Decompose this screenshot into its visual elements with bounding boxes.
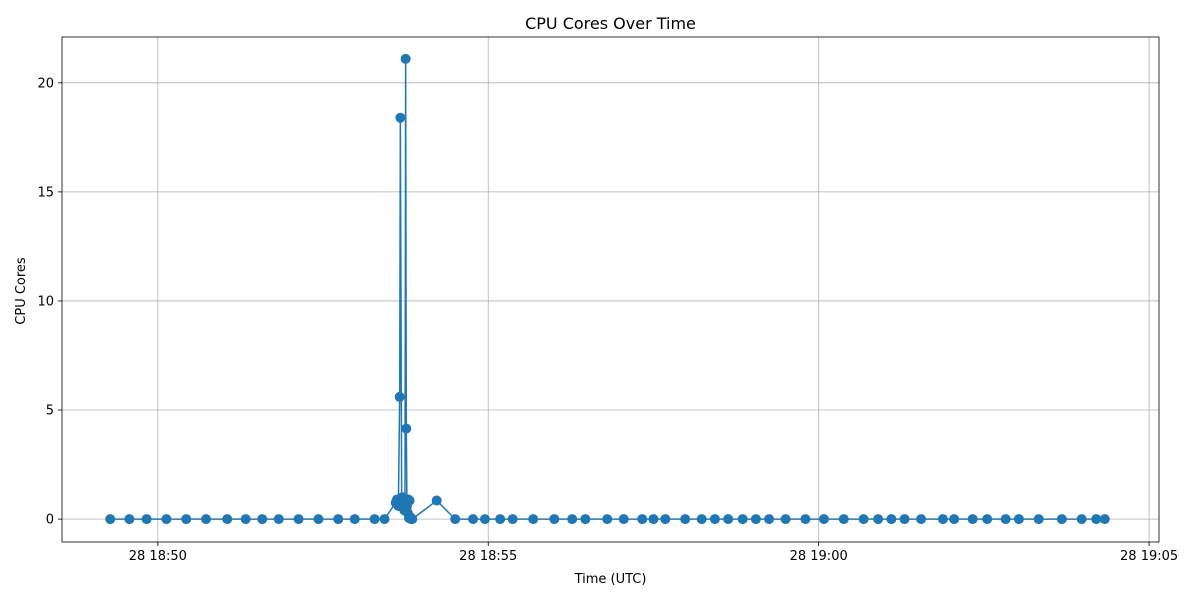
data-point [507,514,518,525]
data-point [1099,514,1110,525]
x-tick-label: 28 19:05 [1120,549,1178,564]
data-point [161,514,172,525]
data-series [105,53,1110,525]
data-point [394,391,405,402]
data-point [313,514,324,525]
data-point [495,514,506,525]
grid-lines [62,37,1159,542]
data-point [737,514,748,525]
data-point [395,112,406,123]
y-tick-label: 15 [37,185,54,200]
data-point [818,514,829,525]
data-point [967,514,978,525]
data-point [404,495,415,506]
data-point [1013,514,1024,525]
data-point [468,514,479,525]
data-point [528,514,539,525]
data-point [937,514,948,525]
data-point [400,53,411,64]
data-point [602,514,613,525]
data-point [407,514,418,525]
data-point [273,514,284,525]
data-point [723,514,734,525]
data-point [580,514,591,525]
data-point [648,514,659,525]
data-point [240,514,251,525]
data-point [873,514,884,525]
data-point [949,514,960,525]
data-point [800,514,811,525]
data-point [858,514,869,525]
x-axis-label: Time (UTC) [574,572,647,587]
y-axis-ticks: 0 5 10 15 20 [37,76,62,528]
data-point [293,514,304,525]
data-point [479,514,490,525]
data-point [379,514,390,525]
data-point [637,514,648,525]
data-point [201,514,212,525]
y-tick-label: 0 [46,513,54,528]
data-point [680,514,691,525]
data-point [222,514,233,525]
data-point [105,514,116,525]
data-point [696,514,707,525]
data-point [764,514,775,525]
x-axis-ticks: 28 18:50 28 18:55 28 19:00 28 19:05 [129,542,1178,564]
data-point [1033,514,1044,525]
data-point [349,514,360,525]
x-tick-label: 28 19:00 [790,549,848,564]
chart-title: CPU Cores Over Time [525,14,696,33]
data-point [618,514,629,525]
y-tick-label: 10 [37,294,54,309]
x-tick-label: 28 18:55 [459,549,517,564]
data-point [450,514,461,525]
plot-frame [61,36,1160,543]
data-point [982,514,993,525]
data-point [1076,514,1087,525]
data-point [709,514,720,525]
data-point [1000,514,1011,525]
data-point [369,514,380,525]
data-point [141,514,152,525]
data-point [333,514,344,525]
data-point [750,514,761,525]
data-point [916,514,927,525]
data-point [181,514,192,525]
y-axis-label: CPU Cores [14,257,29,325]
data-point [838,514,849,525]
data-point [886,514,897,525]
data-point [431,495,442,506]
data-point [549,514,560,525]
series-line [110,58,1105,520]
data-point [660,514,671,525]
data-point [1091,514,1102,525]
x-tick-label: 28 18:50 [129,549,187,564]
data-point [780,514,791,525]
data-point [567,514,578,525]
data-point [257,514,268,525]
data-point [899,514,910,525]
y-tick-label: 5 [46,404,54,419]
y-tick-label: 20 [37,76,54,91]
data-point [401,423,412,434]
data-point [1056,514,1067,525]
data-point [124,514,135,525]
